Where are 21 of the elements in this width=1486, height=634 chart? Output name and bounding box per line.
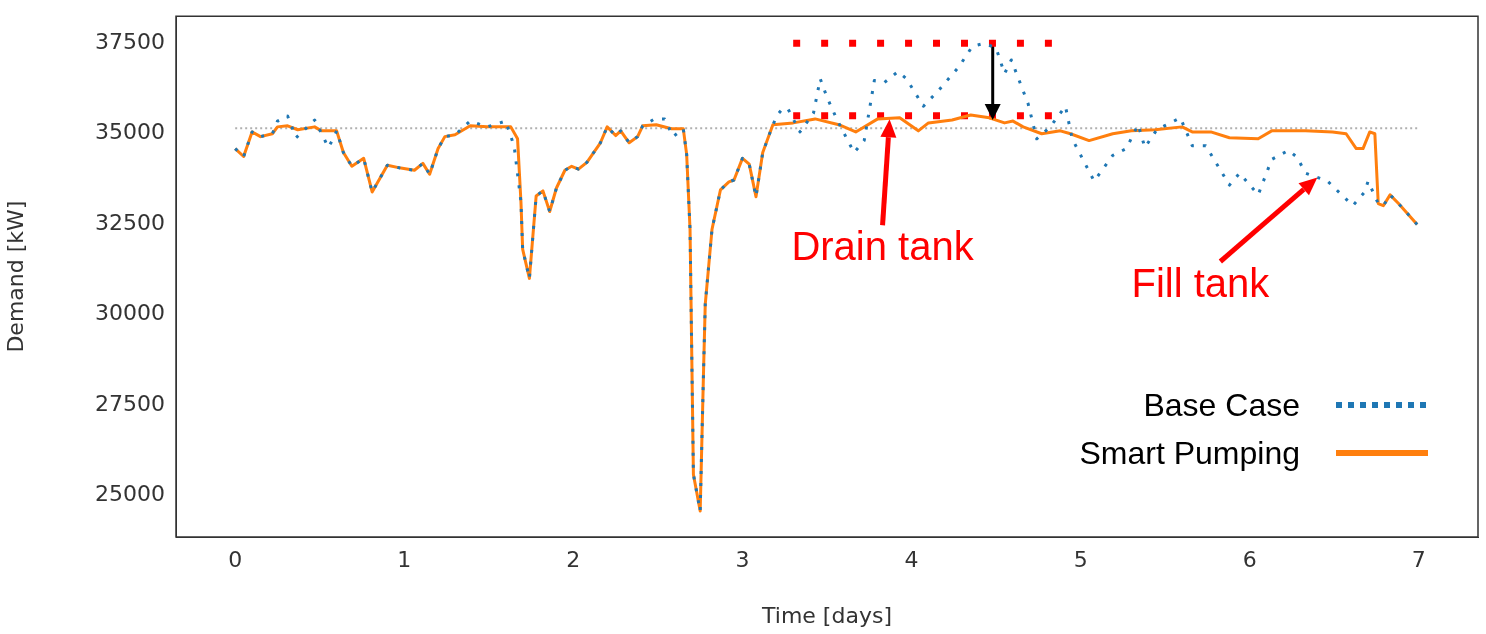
line-series	[233, 41, 1419, 513]
legend-label: Base Case	[1143, 386, 1300, 424]
x-tick-label: 2	[566, 546, 581, 572]
y-tick-label: 35000	[95, 119, 165, 145]
y-tick-label: 30000	[95, 300, 165, 326]
annotation: Drain tank	[791, 224, 975, 269]
x-tick-label: 5	[1073, 546, 1088, 572]
x-tick-label: 1	[397, 546, 412, 572]
x-axis-title: Time [days]	[761, 602, 892, 628]
x-tick-label: 0	[228, 546, 243, 572]
x-tick-label: 3	[735, 546, 750, 572]
y-tick-label: 27500	[95, 390, 165, 416]
y-tick-label: 37500	[95, 29, 165, 55]
y-tick-label: 32500	[95, 209, 165, 235]
legend-label: Smart Pumping	[1079, 434, 1300, 472]
y-tick-label: 25000	[95, 481, 165, 507]
x-tick-label: 4	[904, 546, 919, 572]
y-axis-title: Demand [kW]	[2, 200, 28, 353]
annotation: Fill tank	[1131, 260, 1271, 305]
x-tick-label: 6	[1242, 546, 1257, 572]
x-tick-label: 7	[1411, 546, 1426, 572]
